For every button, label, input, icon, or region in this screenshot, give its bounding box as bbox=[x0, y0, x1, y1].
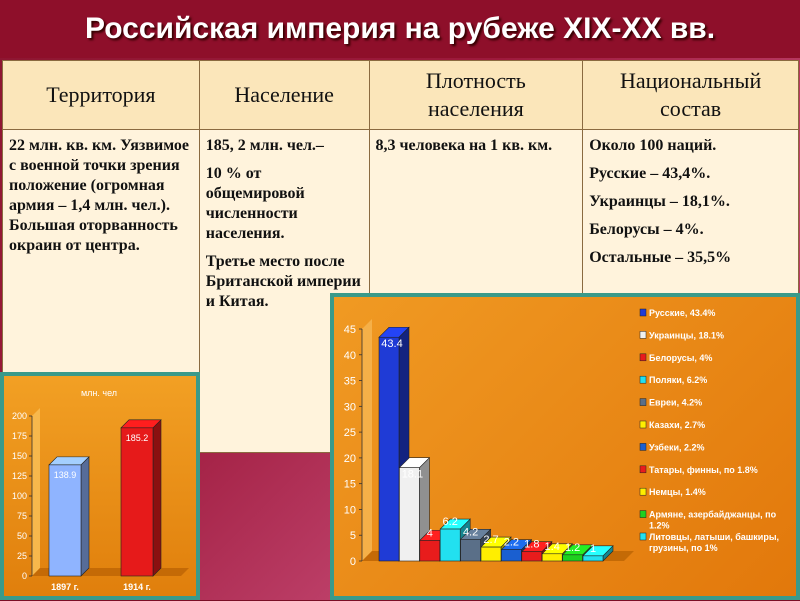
y-tick-label: 0 bbox=[350, 556, 356, 568]
nationality-bar bbox=[439, 528, 461, 562]
population-line: Третье место после Британской империи и … bbox=[205, 253, 361, 310]
population-line: 185, 2 млн. чел.– bbox=[205, 137, 324, 154]
y-tick-label: 10 bbox=[344, 504, 356, 516]
y-tick-label: 5 bbox=[350, 530, 356, 542]
header-density: Плотность населения bbox=[368, 60, 584, 130]
data-label: 1.2 bbox=[565, 542, 580, 554]
header-territory: Территория bbox=[2, 60, 200, 130]
data-label: 138.9 bbox=[54, 470, 77, 480]
legend-label: Украинцы, 18.1% bbox=[649, 330, 724, 340]
nationality-line: Около 100 наций. bbox=[589, 137, 717, 154]
population-chart-svg: 0 25 50 75 100 125 150 175 200 млн. чел 138.9 1897 … bbox=[12, 388, 189, 592]
nationality-bar bbox=[399, 467, 420, 562]
y-tick-label: 100 bbox=[12, 491, 27, 501]
header-population: Население bbox=[198, 60, 370, 130]
population-chart: 0 25 50 75 100 125 150 175 200 млн. чел 138.9 1897 … bbox=[0, 372, 200, 600]
data-label: 2.7 bbox=[483, 534, 498, 546]
chart-side-wall bbox=[362, 319, 372, 561]
nationality-bar bbox=[562, 554, 583, 562]
y-tick-label: 125 bbox=[12, 471, 27, 481]
nationality-line: Украинцы – 18,1%. bbox=[589, 193, 730, 210]
y-tick-label: 25 bbox=[344, 427, 356, 439]
y-tick-label: 30 bbox=[344, 401, 356, 413]
nationality-bar bbox=[460, 539, 481, 562]
population-bar bbox=[48, 464, 82, 577]
nationality-line: Русские – 43,4%. bbox=[589, 165, 711, 182]
nationality-bar bbox=[582, 555, 604, 562]
nationality-bar bbox=[378, 336, 400, 562]
y-tick-label: 0 bbox=[22, 571, 27, 581]
data-label: 185.2 bbox=[126, 433, 149, 443]
data-label: 1.8 bbox=[524, 539, 539, 551]
y-tick-label: 45 bbox=[344, 324, 356, 336]
x-tick-label: 1897 г. bbox=[51, 582, 79, 592]
chart-title: млн. чел bbox=[81, 388, 117, 398]
y-tick-label: 25 bbox=[17, 551, 27, 561]
y-tick-label: 20 bbox=[344, 453, 356, 465]
nationality-bar bbox=[501, 549, 522, 562]
legend-swatch bbox=[639, 331, 647, 339]
y-tick-label: 15 bbox=[344, 479, 356, 491]
table-header-row: Территория Население Плотность населения… bbox=[2, 60, 799, 130]
nationality-bar bbox=[541, 553, 563, 562]
y-tick-label: 175 bbox=[12, 431, 27, 441]
nationality-line: Остальные – 35,5% bbox=[589, 249, 732, 266]
legend-swatch bbox=[639, 308, 647, 317]
header-nationality: Национальный состав bbox=[582, 60, 799, 130]
legend-swatch bbox=[639, 532, 647, 541]
nationality-bar bbox=[480, 546, 502, 562]
legend-label: Казахи, 2.7% bbox=[649, 420, 705, 430]
y-tick-label: 150 bbox=[12, 451, 27, 461]
legend-label: Русские, 43.4% bbox=[649, 308, 715, 318]
data-label: 2.2 bbox=[504, 537, 519, 549]
legend-label: Узбеки, 2.2% bbox=[649, 442, 705, 452]
population-bar-side bbox=[152, 419, 162, 577]
y-tick-label: 200 bbox=[12, 411, 27, 421]
chart-side-wall bbox=[32, 408, 40, 576]
nationality-chart: 0 5 10 15 20 25 30 35 40 45 43.4 18.1 4 6.2 4.2 2.7 2.2 1… bbox=[330, 293, 800, 600]
population-bar bbox=[120, 427, 154, 577]
population-bar-side bbox=[80, 456, 90, 577]
legend-swatch bbox=[639, 487, 647, 496]
y-tick-label: 75 bbox=[17, 511, 27, 521]
data-label: 18.1 bbox=[402, 469, 423, 481]
nationality-line: Белорусы – 4%. bbox=[589, 221, 704, 238]
y-tick-label: 35 bbox=[344, 376, 356, 388]
legend-label: Литовцы, латыши, башкиры, грузины, по 1% bbox=[649, 532, 779, 553]
page-title: Российская империя на рубеже XIX-XX вв. bbox=[0, 0, 800, 58]
legend-label: Белорусы, 4% bbox=[649, 353, 712, 363]
legend-swatch bbox=[639, 510, 647, 518]
legend-label: Поляки, 6.2% bbox=[649, 375, 707, 385]
y-tick-label: 40 bbox=[344, 350, 356, 362]
nationality-chart-svg: 0 5 10 15 20 25 30 35 40 45 43.4 18.1 4 6.2 4.2 2.7 2.2 1… bbox=[344, 308, 779, 568]
legend-swatch bbox=[639, 420, 647, 429]
legend-swatch bbox=[639, 465, 647, 474]
data-label: 43.4 bbox=[381, 338, 402, 350]
data-label: 1 bbox=[590, 543, 596, 555]
nationality-bar bbox=[521, 551, 543, 562]
legend-label: Татары, финны, по 1.8% bbox=[649, 465, 758, 475]
data-label: 4 bbox=[427, 527, 433, 539]
legend-swatch bbox=[639, 353, 647, 362]
y-tick-label: 50 bbox=[17, 531, 27, 541]
legend-label: Армяне, азербайджанцы, по 1.2% bbox=[649, 510, 777, 531]
nationality-bar bbox=[419, 540, 441, 562]
legend-label: Евреи, 4.2% bbox=[649, 398, 702, 408]
legend-label: Немцы, 1.4% bbox=[649, 487, 706, 497]
legend-swatch bbox=[639, 443, 647, 451]
population-line: 10 % от общемировой численности населени… bbox=[205, 165, 305, 242]
x-tick-label: 1914 г. bbox=[123, 582, 151, 592]
legend-swatch bbox=[639, 398, 647, 406]
legend-swatch bbox=[639, 375, 647, 384]
data-label: 4.2 bbox=[463, 526, 478, 538]
data-label: 6.2 bbox=[443, 516, 458, 528]
data-label: 1.4 bbox=[545, 541, 560, 553]
